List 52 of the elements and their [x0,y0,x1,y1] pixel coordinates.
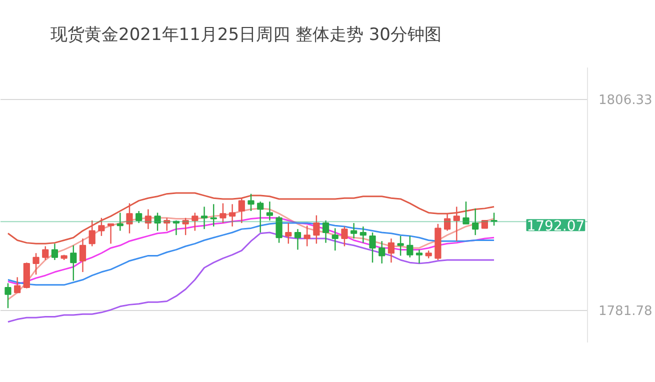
candlestick [304,225,310,247]
candlestick [154,212,161,232]
candlestick [257,200,264,234]
candlestick [313,214,320,244]
candlestick [276,216,282,244]
candlestick [32,252,40,276]
candlestick [136,210,142,224]
candlestick [192,212,198,232]
candlestick [294,228,302,250]
y-tick-label: 1806.33 [598,93,652,108]
candlestick [360,226,366,244]
candlestick [164,217,170,232]
candlestick [220,202,226,224]
candlestick [341,226,348,247]
candlestick [210,204,217,228]
candlestick [42,246,49,261]
chart-title: 现货黄金2021年11月25日周四 整体走势 30分钟图 [50,25,442,45]
candlestick [332,228,338,252]
candlestick [200,206,208,230]
candlestick [350,222,358,240]
candlestick [322,220,330,244]
candlestick [490,212,498,226]
candlestick [172,220,180,236]
candlestick [238,198,245,224]
y-tick-label: 1781.78 [598,304,652,320]
candlestick [79,238,86,273]
candlestick [266,200,273,222]
candlestick [107,223,114,244]
ref-line-label: 1792.07 [526,218,585,235]
candlestick [397,235,404,256]
candlestick [116,212,124,232]
candlestick [248,193,254,212]
candlestick [70,244,77,282]
candlestick [126,202,133,234]
candlestick [453,206,460,242]
candlestick [14,276,21,294]
candlestick [98,217,105,237]
line-series [7,192,495,244]
candlestick [229,204,236,228]
candlestick [378,240,386,264]
candlestick [416,249,423,264]
candlestick [4,282,12,309]
candlestick [182,217,189,236]
candlestick [144,208,152,230]
candlestick [406,235,414,258]
candlestick [444,212,451,232]
candlestick [462,200,470,225]
candlestick [285,222,292,244]
candlestick [472,208,479,236]
candlestick [369,232,376,264]
candlestick [388,238,395,264]
candlestick [51,243,58,261]
